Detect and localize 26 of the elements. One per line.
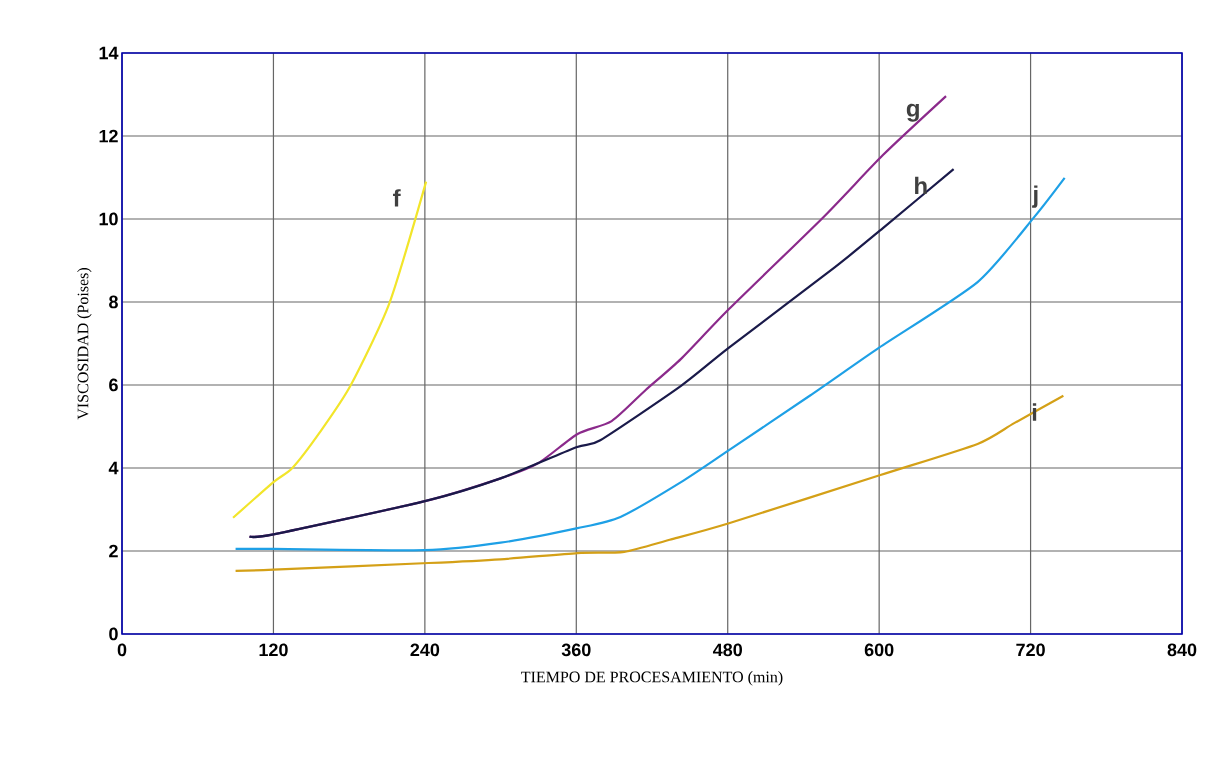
series-label: f: [393, 189, 401, 207]
y-tick-label: 12: [99, 129, 118, 143]
series-label: j: [1032, 185, 1038, 208]
y-tick-label: 14: [99, 46, 119, 60]
y-tick-label: 8: [109, 295, 118, 309]
series-label: h: [915, 176, 927, 195]
x-tick-label: 240: [410, 643, 440, 657]
x-tick-label: 720: [1016, 643, 1045, 657]
x-tick-label: 480: [712, 643, 742, 657]
x-tick-label: 840: [1167, 643, 1197, 657]
y-tick-label: 6: [109, 378, 118, 392]
line-series: [234, 394, 1065, 573]
x-axis-title: TIEMPO DE PROCESAMIENTO (min): [521, 671, 783, 686]
y-tick-label: 2: [109, 544, 118, 558]
series-label: g: [906, 103, 919, 122]
x-tick-label: 600: [864, 643, 894, 657]
x-tick-label: 360: [561, 643, 591, 657]
y-axis-title: VISCOSIDAD (Poises): [77, 268, 92, 420]
line-series: [231, 180, 428, 519]
y-tick-label: 0: [109, 627, 118, 641]
line-series: [248, 168, 955, 538]
x-tick-label: 120: [259, 643, 288, 657]
y-tick-label: 10: [99, 212, 118, 226]
series-label: i: [1032, 403, 1037, 421]
y-tick-label: 4: [108, 461, 119, 475]
line-series: [234, 176, 1066, 552]
